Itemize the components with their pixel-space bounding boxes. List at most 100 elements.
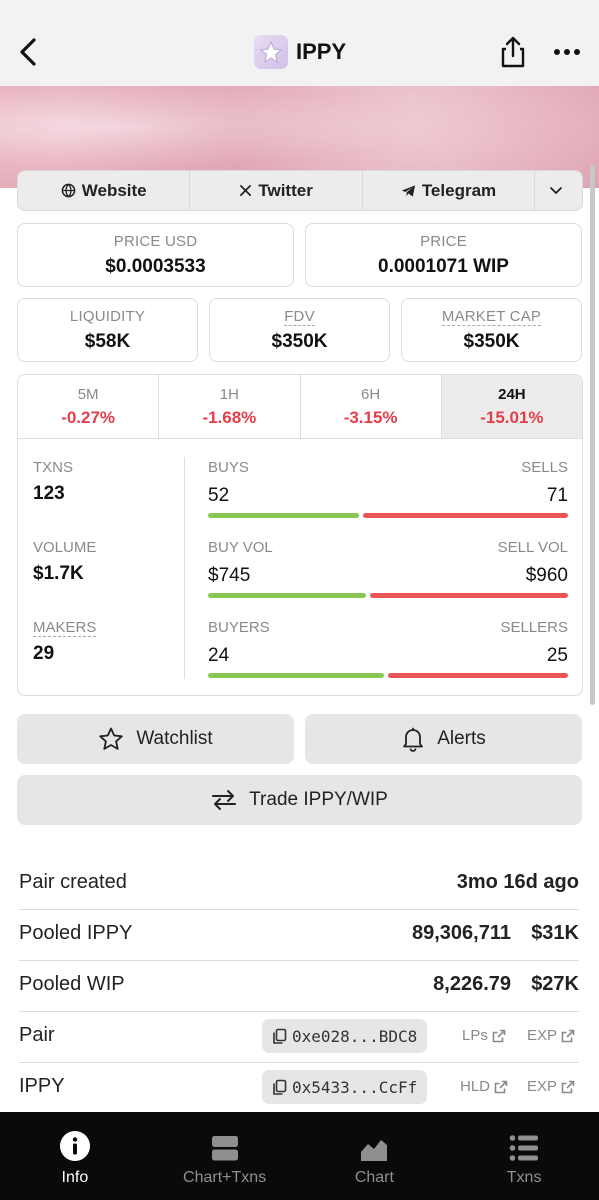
token-address: 0x5433...CcFf bbox=[292, 1077, 418, 1097]
exp-label: EXP bbox=[527, 1078, 558, 1095]
pair-row: Pair 0xe028...BDC8 LPs EXP bbox=[19, 1012, 579, 1063]
market-cap-card[interactable]: MARKET CAP $350K bbox=[401, 298, 582, 362]
top-bar: IPPY bbox=[0, 0, 599, 86]
price-native-value: 0.0001071 WIP bbox=[378, 256, 509, 277]
share-icon[interactable] bbox=[497, 34, 529, 70]
twitter-button[interactable]: Twitter bbox=[190, 171, 363, 210]
tab-label: 1H bbox=[219, 386, 239, 403]
list-icon bbox=[509, 1135, 539, 1161]
sell-vol-value: $960 bbox=[525, 565, 568, 586]
pair-exp-link[interactable]: EXP bbox=[527, 1027, 575, 1044]
buy-bar bbox=[208, 673, 385, 678]
website-label: Website bbox=[81, 180, 147, 200]
lps-label: LPs bbox=[462, 1027, 488, 1044]
divider bbox=[184, 457, 185, 679]
tab-6h[interactable]: 6H -3.15% bbox=[301, 375, 442, 438]
exp-label: EXP bbox=[527, 1027, 558, 1044]
token-exp-link[interactable]: EXP bbox=[527, 1078, 575, 1095]
page-title: IPPY bbox=[296, 39, 347, 64]
buy-vol-label: BUY VOL bbox=[208, 539, 273, 556]
hld-label: HLD bbox=[460, 1078, 491, 1095]
price-native-card: PRICE 0.0001071 WIP bbox=[305, 223, 582, 287]
star-icon bbox=[99, 727, 124, 750]
buyers-sellers-row: BUYERS SELLERS 24 25 bbox=[208, 619, 568, 695]
pair-address-copy[interactable]: 0xe028...BDC8 bbox=[262, 1019, 428, 1053]
area-chart-icon bbox=[361, 1140, 388, 1161]
tab-label: 24H bbox=[498, 386, 526, 403]
price-usd-label: PRICE USD bbox=[113, 233, 198, 250]
nav-chart-txns[interactable]: Chart+Txns bbox=[150, 1112, 300, 1200]
tab-change: -15.01% bbox=[480, 408, 544, 427]
sell-vol-label: SELL VOL bbox=[497, 539, 568, 556]
buys-sells-row: BUYS SELLS 52 71 bbox=[208, 459, 568, 539]
bell-icon bbox=[403, 727, 424, 752]
more-links-button[interactable] bbox=[535, 171, 582, 210]
lps-link[interactable]: LPs bbox=[462, 1027, 506, 1044]
alerts-label: Alerts bbox=[437, 728, 486, 749]
pair-created-row: Pair created 3mo 16d ago bbox=[19, 859, 579, 910]
more-icon[interactable] bbox=[552, 44, 582, 60]
external-link-icon bbox=[561, 1080, 575, 1093]
token-label: IPPY bbox=[19, 1075, 65, 1097]
x-logo-icon bbox=[240, 185, 252, 196]
nav-chart[interactable]: Chart bbox=[300, 1112, 450, 1200]
sell-bar bbox=[363, 513, 568, 518]
token-address-copy[interactable]: 0x5433...CcFf bbox=[262, 1070, 428, 1104]
website-button[interactable]: Website bbox=[18, 171, 191, 210]
watchlist-label: Watchlist bbox=[136, 728, 213, 749]
tab-5m[interactable]: 5M -0.27% bbox=[18, 375, 160, 438]
tab-24h[interactable]: 24H -15.01% bbox=[441, 375, 582, 438]
watchlist-button[interactable]: Watchlist bbox=[17, 714, 294, 764]
social-links: Website Twitter Telegram bbox=[17, 170, 583, 211]
back-icon[interactable] bbox=[14, 34, 44, 70]
pooled-wip-label: Pooled WIP bbox=[19, 973, 125, 995]
pair-address: 0xe028...BDC8 bbox=[292, 1026, 418, 1046]
timeframe-stats-panel: 5M -0.27% 1H -1.68% 6H -3.15% 24H -15.01… bbox=[17, 374, 583, 696]
pooled-ippy-usd: $31K bbox=[531, 922, 579, 944]
globe-icon bbox=[61, 183, 76, 198]
telegram-icon bbox=[401, 184, 415, 197]
info-icon bbox=[59, 1131, 90, 1161]
buys-sells-bar bbox=[208, 513, 568, 518]
alerts-button[interactable]: Alerts bbox=[305, 714, 582, 764]
buy-vol-value: $745 bbox=[208, 565, 251, 586]
trade-button[interactable]: Trade IPPY/WIP bbox=[17, 775, 582, 825]
pair-created-value: 3mo 16d ago bbox=[456, 871, 579, 893]
holders-link[interactable]: HLD bbox=[460, 1078, 508, 1095]
volume-value: $1.7K bbox=[33, 563, 84, 584]
telegram-button[interactable]: Telegram bbox=[363, 171, 536, 210]
pair-label: Pair bbox=[19, 1024, 55, 1046]
external-link-icon bbox=[492, 1029, 506, 1042]
market-cap-label: MARKET CAP bbox=[441, 308, 542, 326]
fdv-value: $350K bbox=[271, 331, 328, 352]
chevron-down-icon bbox=[549, 186, 562, 194]
tab-1h[interactable]: 1H -1.68% bbox=[159, 375, 301, 438]
fdv-card[interactable]: FDV $350K bbox=[209, 298, 390, 362]
buyers-value: 24 bbox=[208, 645, 230, 666]
nav-info[interactable]: Info bbox=[0, 1112, 150, 1200]
volume-bar bbox=[208, 593, 568, 598]
copy-icon bbox=[273, 1028, 287, 1044]
external-link-icon bbox=[494, 1080, 508, 1093]
makers-label[interactable]: MAKERS bbox=[33, 619, 97, 637]
twitter-label: Twitter bbox=[258, 180, 313, 200]
pooled-ippy-label: Pooled IPPY bbox=[19, 922, 133, 944]
price-native-label: PRICE bbox=[420, 233, 467, 250]
buys-value: 52 bbox=[208, 485, 230, 506]
buys-label: BUYS bbox=[208, 459, 249, 476]
timeframe-tabs: 5M -0.27% 1H -1.68% 6H -3.15% 24H -15.01… bbox=[18, 375, 582, 439]
nav-txns-label: Txns bbox=[506, 1169, 542, 1186]
copy-icon bbox=[273, 1079, 287, 1095]
market-cap-value: $350K bbox=[463, 331, 520, 352]
txns-label: TXNS bbox=[33, 459, 74, 476]
makers-value: 29 bbox=[33, 643, 55, 664]
token-title[interactable]: IPPY bbox=[254, 34, 346, 70]
liquidity-card: LIQUIDITY $58K bbox=[17, 298, 198, 362]
nav-txns[interactable]: Txns bbox=[449, 1112, 599, 1200]
sellers-value: 25 bbox=[546, 645, 568, 666]
sell-bar bbox=[370, 593, 568, 598]
nav-info-label: Info bbox=[61, 1169, 89, 1186]
sell-bar bbox=[388, 673, 568, 678]
token-logo-icon bbox=[254, 35, 288, 69]
scrollbar[interactable] bbox=[590, 165, 595, 705]
